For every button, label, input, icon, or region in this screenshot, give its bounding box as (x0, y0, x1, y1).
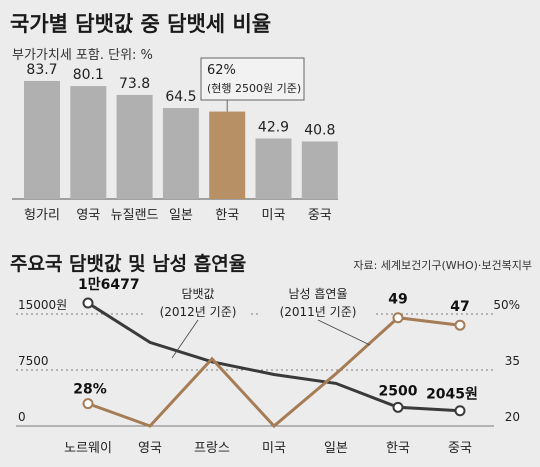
x-category-label: 중국 (448, 441, 472, 456)
series-marker (454, 319, 466, 331)
bar-category-label: 미국 (262, 208, 286, 223)
series-line (87, 316, 461, 429)
x-category-label: 미국 (262, 441, 286, 456)
x-category-label: 노르웨이 (64, 441, 112, 456)
top-chart-subtitle: 부가가치세 포함. 단위: % (12, 48, 153, 63)
series-marker (82, 398, 94, 410)
data-label: 47 (450, 299, 469, 315)
top-chart-title: 국가별 담뱃값 중 담뱃세 비율 (10, 12, 272, 36)
bar-value-label: 80.1 (73, 67, 104, 83)
series-name-label: 남성 흡연율 (288, 287, 347, 301)
x-category-label: 한국 (386, 441, 410, 456)
bar (24, 80, 60, 199)
x-category-label: 프랑스 (194, 441, 230, 456)
bar-value-label: 64.5 (165, 89, 196, 105)
bar-value-label: 40.8 (304, 122, 335, 138)
x-category-label: 일본 (324, 441, 348, 456)
series-marker (82, 297, 94, 309)
series-note-bg (260, 303, 376, 319)
right-axis-tick: 35 (505, 354, 520, 368)
bar (70, 86, 107, 199)
bar-category-label: 중국 (308, 208, 332, 223)
x-category-label: 영국 (138, 441, 162, 456)
bar (255, 138, 292, 199)
left-axis-tick: 7500 (18, 354, 49, 368)
data-label: 2045원 (426, 387, 478, 403)
bar-chart: 83.7 헝가리 80.1 영국 73.8 뉴질랜드 64.5 일본 한국 62% (현행 2500… (12, 57, 338, 223)
data-label: 2500 (379, 383, 418, 399)
bar-category-label: 일본 (169, 208, 193, 223)
data-label: 28% (73, 382, 107, 398)
bar-value-label: 73.8 (119, 76, 150, 92)
series-name-label: 담뱃값 (181, 287, 214, 301)
series-note-bg (145, 303, 251, 319)
annotation-leader-line (171, 319, 199, 359)
bar (301, 141, 338, 199)
bottom-chart-source: 자료: 세계보건기구(WHO)·보건복지부 (353, 259, 532, 272)
bar-value-label: 83.7 (26, 62, 57, 78)
left-axis-tick: 15000원 (18, 298, 67, 312)
right-axis-tick: 50% (493, 298, 520, 312)
annotation-leader-line (317, 319, 371, 346)
bar-category-label: 뉴질랜드 (111, 208, 159, 223)
bar-category-label: 한국 (215, 208, 239, 223)
bar (116, 94, 153, 199)
highlight-value-label: 62% (207, 63, 236, 78)
series-note-label: (2011년 기준) (280, 305, 357, 319)
bar-category-label: 헝가리 (24, 208, 60, 223)
bottom-chart-title: 주요국 담뱃값 및 남성 흡연율 (10, 253, 247, 275)
highlight-note-label: (현행 2500원 기준) (207, 82, 301, 95)
series-marker (392, 401, 404, 413)
data-label: 1만6477 (78, 277, 140, 293)
series-note-label: (2012년 기준) (160, 305, 237, 319)
bar-value-label: 42.9 (258, 120, 289, 136)
series-marker (392, 312, 404, 324)
bar (209, 111, 246, 199)
highlight-callout-box (200, 57, 305, 101)
series-marker (454, 405, 466, 417)
data-label: 49 (388, 292, 407, 308)
bar (162, 108, 199, 199)
right-axis-tick: 20 (505, 410, 520, 424)
left-axis-tick: 0 (18, 410, 26, 424)
bar-category-label: 영국 (76, 208, 100, 223)
line-chart: 15000원 7500 0 50% 35 20 노르웨이 영국 프랑스 미국 일본 한국 중국 1만647… (16, 277, 520, 456)
